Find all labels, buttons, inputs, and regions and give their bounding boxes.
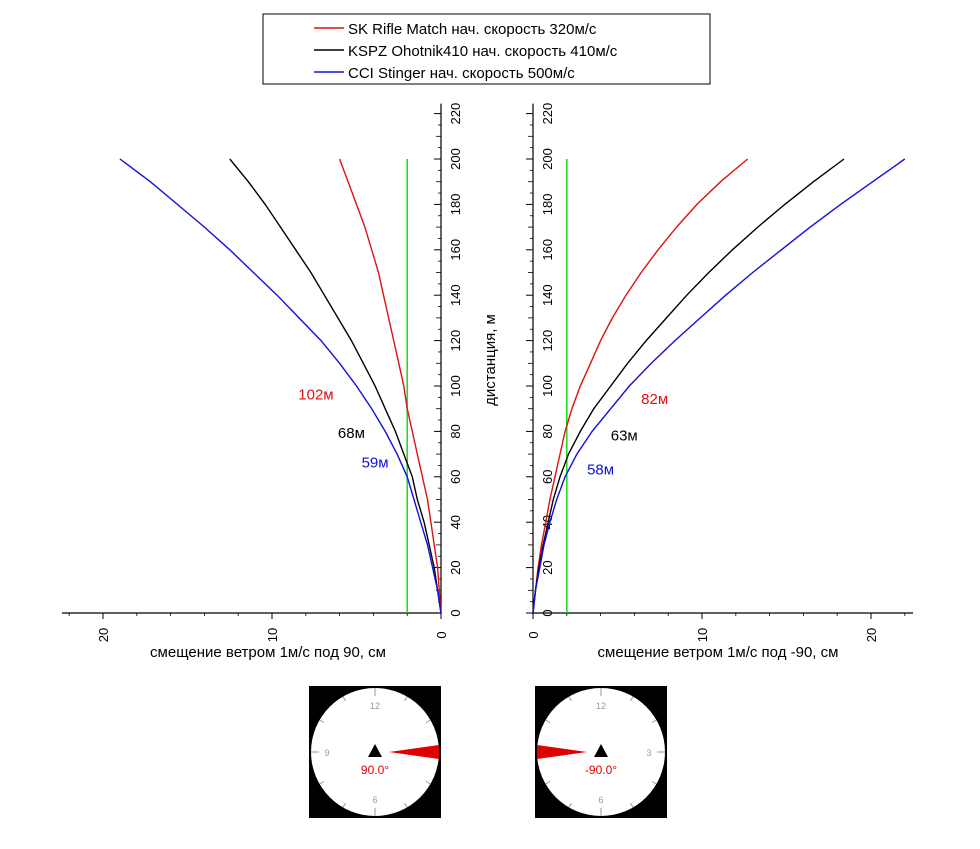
left-x-axis-title: смещение ветром 1м/с под 90, см bbox=[150, 644, 386, 661]
y-tick-label: 160 bbox=[448, 239, 463, 261]
series-line-2 bbox=[119, 158, 442, 614]
y-tick-label: 80 bbox=[540, 424, 555, 438]
dial-tick bbox=[651, 719, 657, 723]
series-line-0 bbox=[338, 158, 442, 614]
dial-label-bottom: 6 bbox=[372, 795, 377, 805]
dial-tick bbox=[404, 696, 408, 702]
dial-tick bbox=[630, 696, 634, 702]
dial-tick bbox=[630, 802, 634, 808]
y-tick-label: 120 bbox=[540, 330, 555, 352]
y-tick-label: 120 bbox=[448, 330, 463, 352]
y-tick-label: 220 bbox=[448, 103, 463, 125]
y-tick-label: 140 bbox=[448, 284, 463, 306]
right-x-axis-title: смещение ветром 1м/с под -90, см bbox=[598, 644, 839, 661]
legend-label-0: SK Rifle Match нач. скорость 320м/с bbox=[348, 21, 597, 38]
y-tick-label: 0 bbox=[448, 609, 463, 616]
x-tick-label: 10 bbox=[695, 628, 710, 642]
dial-tick bbox=[319, 719, 325, 723]
series-line-1 bbox=[532, 158, 845, 614]
dial-readout: 90.0° bbox=[361, 763, 389, 777]
dial-tick bbox=[568, 696, 572, 702]
y-tick-label: 140 bbox=[540, 284, 555, 306]
annotation-0: 82м bbox=[641, 391, 668, 408]
y-tick-label: 60 bbox=[448, 470, 463, 484]
dial-readout: -90.0° bbox=[585, 763, 617, 777]
dial-tick bbox=[545, 719, 551, 723]
dial-tick bbox=[342, 696, 346, 702]
x-tick-label: 20 bbox=[96, 628, 111, 642]
dial-label-top: 12 bbox=[596, 701, 606, 711]
dial-tick bbox=[404, 802, 408, 808]
y-tick-label: 200 bbox=[448, 148, 463, 170]
left-panel: 01020020406080100120140160180200220102м6… bbox=[62, 103, 463, 642]
y-tick-label: 100 bbox=[448, 375, 463, 397]
annotation-1: 68м bbox=[338, 425, 365, 442]
x-tick-label: 10 bbox=[265, 628, 280, 642]
legend-label-1: KSPZ Ohotnik410 нач. скорость 410м/с bbox=[348, 43, 618, 60]
dial-tick bbox=[342, 802, 346, 808]
wind-arrow bbox=[389, 745, 439, 759]
y-tick-label: 160 bbox=[540, 239, 555, 261]
dial-center-triangle bbox=[368, 744, 382, 757]
dial-tick bbox=[651, 781, 657, 785]
series-line-2 bbox=[532, 158, 906, 614]
dial-tick bbox=[425, 719, 431, 723]
dial-tick bbox=[545, 781, 551, 785]
y-tick-label: 0 bbox=[540, 609, 555, 616]
dial-tick bbox=[568, 802, 572, 808]
y-tick-label: 100 bbox=[540, 375, 555, 397]
y-axis-title: дистанция, м bbox=[482, 314, 499, 406]
y-tick-label: 40 bbox=[448, 515, 463, 529]
dial-tick bbox=[425, 781, 431, 785]
annotation-2: 58м bbox=[587, 462, 614, 479]
dial-tick bbox=[319, 781, 325, 785]
wind-arrow bbox=[537, 745, 587, 759]
y-tick-label: 180 bbox=[540, 194, 555, 216]
y-tick-label: 80 bbox=[448, 424, 463, 438]
series-line-1 bbox=[229, 158, 442, 614]
series-line-0 bbox=[532, 158, 749, 614]
dial-label-top: 12 bbox=[370, 701, 380, 711]
y-tick-label: 180 bbox=[448, 194, 463, 216]
y-tick-label: 20 bbox=[540, 560, 555, 574]
legend-label-2: CCI Stinger нач. скорость 500м/с bbox=[348, 65, 575, 82]
wind-dial-right: 12369-90.0° bbox=[535, 686, 667, 818]
x-tick-label: 20 bbox=[864, 628, 879, 642]
dial-center-triangle bbox=[594, 744, 608, 757]
legend-entry-1: KSPZ Ohotnik410 нач. скорость 410м/с bbox=[314, 43, 618, 60]
x-tick-label: 0 bbox=[526, 631, 541, 638]
right-panel: 0 10 2002040608010012014016018020022082м63… bbox=[526, 103, 913, 642]
legend-entry-2: CCI Stinger нач. скорость 500м/с bbox=[314, 65, 575, 82]
annotation-1: 63м bbox=[611, 427, 638, 444]
y-tick-label: 60 bbox=[540, 470, 555, 484]
y-tick-label: 200 bbox=[540, 148, 555, 170]
legend-entry-0: SK Rifle Match нач. скорость 320м/с bbox=[314, 21, 597, 38]
dial-label-left: 9 bbox=[324, 748, 329, 758]
dial-label-right: 3 bbox=[646, 748, 651, 758]
annotation-2: 59м bbox=[362, 455, 389, 472]
annotation-0: 102м bbox=[298, 387, 333, 404]
y-tick-label: 220 bbox=[540, 103, 555, 125]
dial-label-bottom: 6 bbox=[598, 795, 603, 805]
legend: SK Rifle Match нач. скорость 320м/с KSPZ… bbox=[262, 13, 711, 85]
wind-dial-left: 1236990.0° bbox=[309, 686, 441, 818]
x-tick-label: 0 bbox=[434, 631, 449, 638]
y-tick-label: 20 bbox=[448, 560, 463, 574]
